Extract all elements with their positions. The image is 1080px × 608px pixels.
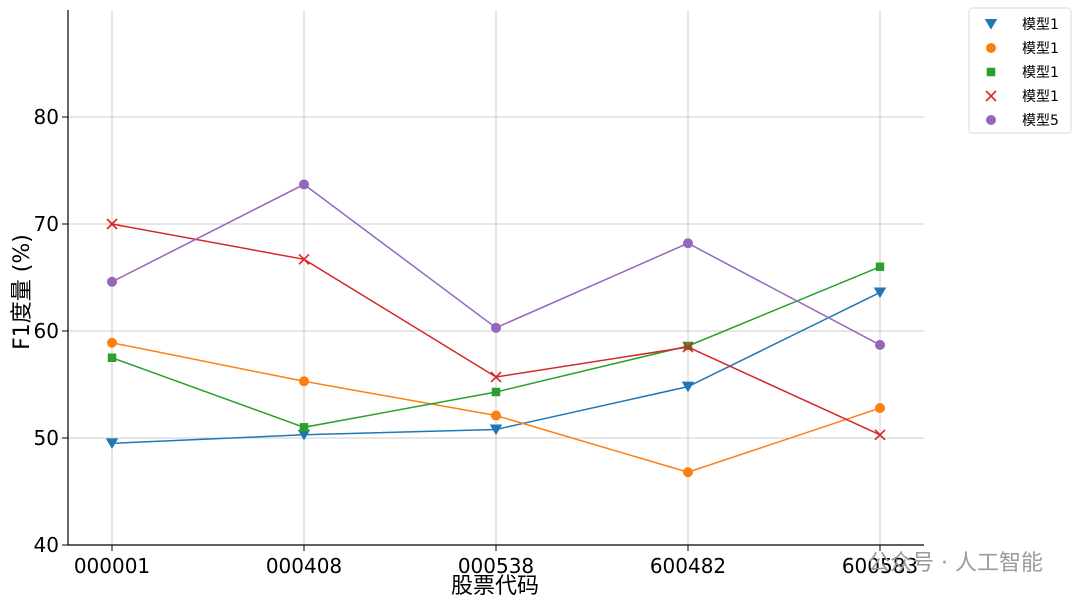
legend-marker: [986, 43, 996, 53]
data-point: [489, 424, 503, 436]
y-tick-label: 50: [34, 426, 59, 450]
legend-label: 模型1: [1022, 17, 1059, 33]
data-point: [107, 337, 117, 348]
watermark: 公众号 · 人工智能: [868, 551, 1043, 576]
legend-label: 模型5: [1022, 113, 1059, 129]
data-point: [105, 438, 119, 449]
legend: 模型1 模型1 模型1 模型1 模型5: [968, 7, 1072, 134]
data-point: [491, 387, 501, 397]
legend-marker: [986, 67, 996, 77]
x-axis-title: 股票代码: [451, 574, 539, 599]
data-point: [875, 262, 885, 272]
data-point: [299, 376, 309, 387]
x-tick-label: 000001: [74, 554, 150, 578]
x-tick-label: 600583: [842, 554, 918, 578]
data-point: [683, 467, 693, 478]
y-tick-label: 40: [34, 533, 59, 557]
y-axis-title: F1度量 (%): [10, 234, 35, 350]
data-point: [297, 429, 311, 441]
data-point: [875, 339, 885, 350]
legend-marker: [985, 90, 997, 102]
data-point: [683, 238, 693, 249]
legend-marker: [986, 115, 996, 125]
data-point: [299, 423, 309, 432]
y-tick-label: 70: [34, 212, 59, 236]
data-point: [107, 353, 117, 362]
series-1: [105, 287, 887, 449]
y-tick-labels: 40 50 60 70 80: [34, 105, 59, 557]
data-point: [873, 287, 887, 299]
legend-box: [968, 7, 1072, 134]
data-point: [490, 371, 502, 383]
legend-label: 模型1: [1022, 65, 1059, 81]
legend-marker: [984, 19, 998, 30]
legend-label: 模型1: [1022, 41, 1059, 57]
x-tick-label: 600482: [650, 554, 726, 578]
data-point: [681, 381, 695, 393]
data-point: [491, 322, 501, 333]
series-5: [107, 179, 885, 350]
y-tick-label: 80: [34, 105, 59, 129]
grid-lines: [68, 10, 924, 545]
axes: [62, 10, 924, 551]
series-group: [105, 179, 887, 478]
x-tick-label: 000538: [458, 554, 534, 578]
data-point: [491, 410, 501, 421]
y-tick-label: 60: [34, 319, 59, 343]
series-4: [106, 218, 886, 441]
data-point: [874, 429, 886, 441]
legend-label: 模型1: [1022, 89, 1059, 105]
x-tick-labels: 000001 000408 000538 600482 600583: [74, 554, 918, 578]
x-tick-label: 000408: [266, 554, 342, 578]
data-point: [299, 179, 309, 190]
data-point: [107, 276, 117, 287]
series-2: [107, 337, 885, 478]
data-point: [875, 403, 885, 414]
data-point: [298, 253, 310, 265]
data-point: [682, 341, 694, 353]
data-point: [106, 218, 118, 230]
